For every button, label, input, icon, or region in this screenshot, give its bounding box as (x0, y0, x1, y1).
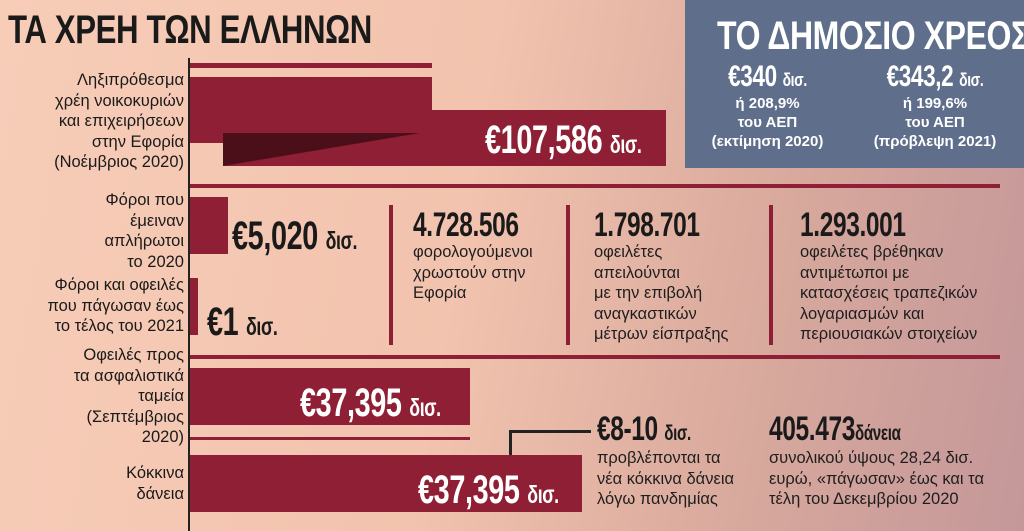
axis-line (188, 58, 190, 531)
bar-insurance (190, 368, 470, 425)
stat-enforcement: 1.798.701 οφειλέτες απειλούνται με την επι… (594, 206, 729, 343)
stat-divider (566, 205, 570, 345)
stat-seizures: 1.293.001 οφειλέτες βρέθηκαν αντιμέτωποι … (800, 206, 978, 343)
value-arrears: €107,586 δισ. (485, 118, 642, 162)
divider-line (190, 355, 1000, 359)
bar-bad-loans (190, 455, 582, 512)
bar-unpaid-taxes (190, 197, 228, 254)
stat-divider (389, 205, 393, 345)
frozen-loans-note: 405.473δάνεια συνολικού ύψους 28,24 δισ.… (769, 410, 984, 508)
public-debt-2020: €340 δισ. ή 208,9% του ΑΕΠ (εκτίμηση 2020) (711, 60, 824, 150)
connector-line (509, 430, 591, 455)
public-debt-2021: €343,2 δισ. ή 199,6% του ΑΕΠ (πρόβλεψη 202… (873, 60, 997, 150)
row-label-bad-loans: Κόκκινα δάνεια (126, 464, 184, 503)
bar-thin (190, 63, 432, 68)
divider-line (190, 437, 470, 440)
value-frozen-taxes: €1 δισ. (207, 300, 278, 344)
value-insurance: €37,395 δισ. (300, 381, 441, 425)
public-debt-title: ΤΟ ΔΗΜΟΣΙΟ ΧΡΕΟΣ (717, 14, 1024, 58)
bar-frozen-taxes (190, 278, 198, 335)
row-label-frozen-taxes: Φόροι και οφειλές που πάγωσαν έως το τέλος… (47, 276, 184, 335)
stat-taxpayers: 4.728.506 φορολογούμενοι χρωστούν στην Εφο… (413, 206, 533, 302)
stat-divider (769, 205, 773, 345)
page-title: ΤΑ ΧΡΕΗ ΤΩΝ ΕΛΛΗΝΩΝ (8, 8, 372, 52)
value-bad-loans: €37,395 δισ. (418, 468, 559, 512)
value-unpaid-taxes: €5,020 δισ. (232, 214, 358, 258)
row-label-insurance: Οφειλές προς τα ασφαλιστικά ταμεία (Σεπτέμβ… (73, 346, 184, 446)
new-loans-note: €8-10 δισ. προβλέπονται τα νέα κόκκινα δά… (597, 410, 735, 508)
bar-shadow-triangle (223, 133, 420, 166)
row-label-arrears: Ληξιπρόθεσμα χρέη νοικοκυριών και επιχειρή… (54, 71, 184, 171)
row-label-unpaid-taxes: Φόροι που έμειναν απλήρωτοι το 2020 (104, 191, 184, 271)
public-debt-box: ΤΟ ΔΗΜΟΣΙΟ ΧΡΕΟΣ €340 δισ. ή 208,9% του Α… (685, 0, 1024, 168)
divider-line (190, 184, 1000, 188)
